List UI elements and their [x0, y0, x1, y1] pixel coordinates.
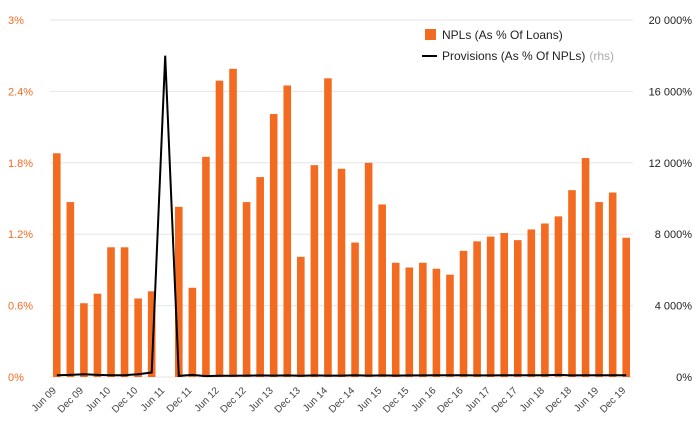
npl-bar	[52, 153, 61, 377]
npl-bar	[527, 229, 536, 377]
x-tick-label: Jun 16	[410, 385, 439, 414]
x-tick-label: Dec 14	[327, 385, 357, 415]
npl-bar	[134, 298, 142, 377]
npl-bar	[622, 237, 631, 377]
npl-bar	[541, 223, 549, 377]
x-tick-label: Jun 14	[301, 385, 330, 414]
npl-bar	[486, 236, 495, 377]
x-tick-label: Dec 19	[598, 385, 628, 415]
npl-bar	[608, 192, 617, 377]
legend-npl-swatch	[425, 29, 436, 40]
y-left-tick-label: 0%	[8, 372, 24, 384]
npl-bar	[337, 168, 346, 377]
npl-bar	[473, 241, 481, 377]
npl-bar	[175, 206, 183, 377]
npl-bar	[229, 68, 237, 377]
legend-prov-text: Provisions (As % Of NPLs) (rhs)	[442, 49, 614, 63]
x-tick-label: Dec 17	[490, 385, 520, 415]
x-tick-label: Jun 12	[193, 385, 222, 414]
legend-prov-label: Provisions (As % Of NPLs)	[442, 49, 585, 63]
x-tick-label: Jun 19	[572, 385, 601, 414]
npl-bar	[446, 274, 454, 377]
npl-bar	[378, 204, 386, 377]
x-tick-label: Jun 10	[84, 385, 113, 414]
y-left-tick-label: 1.8%	[8, 158, 33, 170]
y-left-tick-label: 2.4%	[8, 86, 33, 98]
y-left-tick-label: 0.6%	[8, 301, 33, 313]
x-tick-label: Dec 16	[435, 385, 465, 415]
y-left-tick-label: 3%	[8, 15, 24, 27]
npl-bar	[242, 202, 251, 377]
npl-bar	[297, 256, 305, 377]
x-tick-label: Dec 10	[110, 385, 140, 415]
npl-bar	[215, 80, 224, 377]
x-tick-label: Jun 09	[30, 385, 59, 414]
line-layer	[56, 55, 627, 378]
x-tick-label: Jun 15	[355, 385, 384, 414]
x-tick-label: Dec 11	[165, 385, 195, 415]
x-tick-label: Dec 18	[544, 385, 574, 415]
x-tick-label: Dec 13	[273, 385, 303, 415]
npl-bar	[120, 247, 129, 377]
y-right-tick-label: 12 000%	[649, 158, 693, 170]
x-tick-label: Jun 18	[518, 385, 547, 414]
npl-bar	[500, 233, 508, 377]
npl-bar	[66, 202, 75, 377]
npl-bar	[513, 240, 522, 377]
x-tick-label: Dec 15	[381, 385, 411, 415]
npl-bar	[568, 190, 576, 377]
x-tick-label: Jun 11	[139, 385, 168, 414]
npl-bar	[419, 262, 427, 377]
npl-bar	[595, 202, 603, 377]
npl-bar	[554, 216, 563, 377]
x-tick-label: Dec 09	[56, 385, 86, 415]
npl-bar	[283, 85, 292, 377]
provisions-line	[56, 55, 627, 378]
bars-layer	[52, 68, 631, 377]
npl-bar	[364, 162, 373, 377]
y-right-tick-label: 16 000%	[649, 86, 693, 98]
npl-bar	[93, 293, 102, 377]
npl-bar	[391, 262, 400, 377]
x-tick-label: Jun 13	[247, 385, 276, 414]
y-right-tick-label: 4 000%	[655, 301, 693, 313]
legend: NPLs (As % Of Loans) Provisions (As % Of…	[422, 28, 614, 63]
npl-bar	[107, 247, 115, 377]
npl-bar	[80, 303, 88, 377]
x-tick-label: Dec 12	[219, 385, 249, 415]
legend-prov-rhs: (rhs)	[589, 49, 614, 63]
npl-bar	[310, 165, 319, 377]
y-right-tick-label: 0%	[676, 372, 692, 384]
npl-bar	[147, 291, 156, 377]
npl-bar	[581, 158, 590, 377]
npl-bar	[351, 242, 359, 377]
npl-bar	[405, 267, 414, 377]
npl-bar	[202, 156, 210, 377]
legend-npl-label: NPLs (As % Of Loans)	[442, 28, 563, 42]
npl-bar	[459, 250, 468, 377]
y-right-tick-label: 8 000%	[655, 229, 693, 241]
npl-bar	[188, 287, 197, 377]
npl-bar	[256, 177, 264, 377]
y-left-tick-label: 1.2%	[8, 229, 33, 241]
npl-bar	[269, 114, 278, 377]
npl-bar	[432, 268, 441, 377]
y-right-tick-label: 20 000%	[649, 15, 693, 27]
x-tick-label: Jun 17	[464, 385, 493, 414]
npl-bar	[324, 78, 332, 377]
